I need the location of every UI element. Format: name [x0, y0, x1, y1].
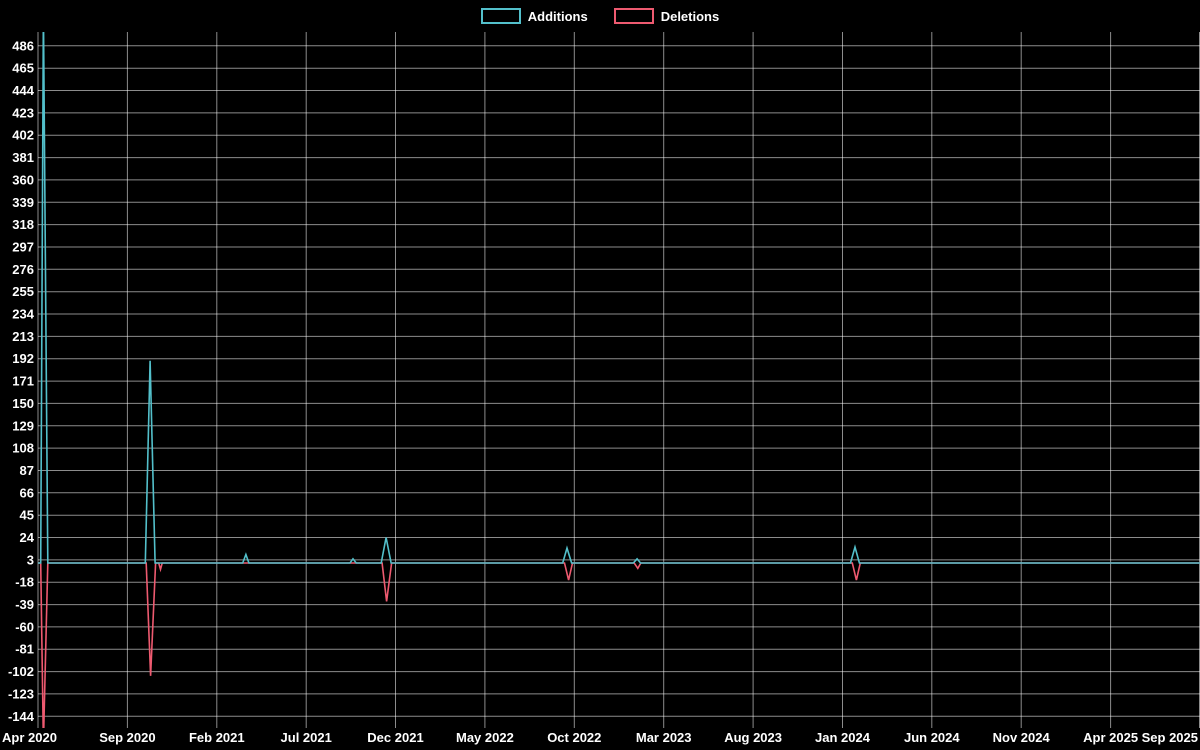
y-tick-label: 66 [20, 485, 34, 500]
x-tick-label: Oct 2022 [547, 730, 601, 745]
y-tick-label: 255 [12, 284, 34, 299]
x-tick-label: Jul 2021 [281, 730, 332, 745]
x-tick-label: Feb 2021 [189, 730, 245, 745]
y-tick-label: -39 [15, 597, 34, 612]
y-tick-label: 171 [12, 374, 34, 389]
x-tick-label: Jan 2024 [815, 730, 871, 745]
y-tick-label: 192 [12, 351, 34, 366]
legend-label-deletions: Deletions [660, 8, 720, 24]
y-tick-label: 444 [12, 83, 34, 98]
y-tick-label: 423 [12, 105, 34, 120]
y-tick-label: 3 [27, 552, 34, 567]
x-tick-label: Apr 2025 [1083, 730, 1138, 745]
x-tick-label: Sep 2025 [1142, 730, 1198, 745]
x-tick-label: Dec 2021 [367, 730, 423, 745]
y-tick-label: 234 [12, 307, 34, 322]
x-tick-label: Sep 2020 [99, 730, 155, 745]
y-tick-label: 486 [12, 38, 34, 53]
y-tick-label: -81 [15, 642, 34, 657]
x-tick-label: Apr 2020 [2, 730, 57, 745]
y-tick-label: 339 [12, 195, 34, 210]
chart-legend: Additions Deletions [0, 8, 1200, 24]
y-tick-label: 297 [12, 240, 34, 255]
y-tick-label: 108 [12, 441, 34, 456]
y-tick-label: 87 [20, 463, 34, 478]
additions-swatch [480, 8, 521, 24]
legend-item-deletions[interactable]: Deletions [613, 8, 720, 24]
y-tick-label: 276 [12, 262, 34, 277]
y-tick-label: 318 [12, 217, 34, 232]
y-tick-label: 150 [12, 396, 34, 411]
series-additions-line [38, 32, 1200, 564]
y-tick-label: -144 [8, 709, 35, 724]
legend-item-additions[interactable]: Additions [480, 8, 588, 24]
deletions-swatch [613, 8, 654, 24]
y-tick-label: -102 [8, 664, 34, 679]
y-tick-label: 402 [12, 128, 34, 143]
x-tick-label: Jun 2024 [904, 730, 960, 745]
series-deletions-line [38, 562, 1200, 728]
x-tick-label: Aug 2023 [724, 730, 782, 745]
y-tick-label: 24 [20, 530, 35, 545]
x-tick-label: Mar 2023 [636, 730, 692, 745]
y-tick-label: 465 [12, 61, 34, 76]
y-tick-label: -18 [15, 575, 34, 590]
legend-label-additions: Additions [527, 8, 588, 24]
x-tick-label: Nov 2024 [993, 730, 1051, 745]
y-tick-label: -60 [15, 619, 34, 634]
y-tick-label: -123 [8, 686, 34, 701]
y-tick-label: 381 [12, 150, 34, 165]
y-tick-label: 360 [12, 172, 34, 187]
y-tick-label: 129 [12, 418, 34, 433]
y-tick-label: 45 [20, 508, 34, 523]
y-tick-label: 213 [12, 329, 34, 344]
x-tick-label: May 2022 [456, 730, 514, 745]
